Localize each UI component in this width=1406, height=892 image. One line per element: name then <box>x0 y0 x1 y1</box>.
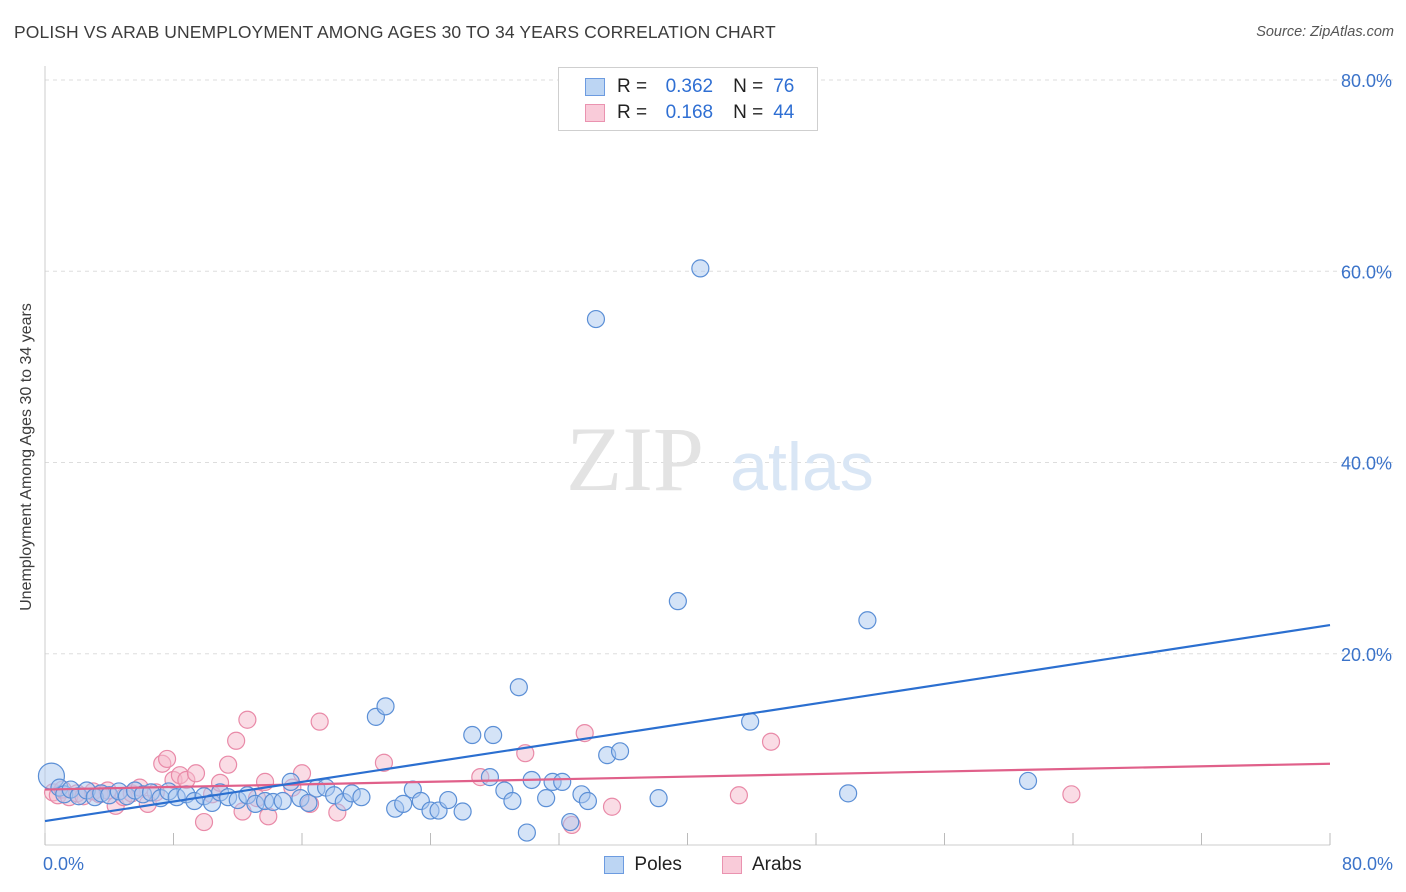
poles-point <box>274 793 291 810</box>
poles-point <box>464 727 481 744</box>
poles-point <box>518 824 535 841</box>
poles-point <box>554 773 571 790</box>
watermark-zip: ZIP <box>566 408 704 510</box>
poles-point <box>377 698 394 715</box>
poles-point <box>742 713 759 730</box>
arabs-point <box>220 756 237 773</box>
poles-r-label: R = <box>617 76 647 98</box>
poles-point <box>840 785 857 802</box>
arabs-n-label: N = <box>733 102 763 124</box>
arabs-point <box>187 765 204 782</box>
poles-point <box>353 789 370 806</box>
arabs-swatch <box>585 104 605 122</box>
arabs-point <box>763 733 780 750</box>
poles-point <box>538 790 555 807</box>
watermark-atlas: atlas <box>730 429 874 505</box>
arabs-point <box>730 787 747 804</box>
poles-n-label: N = <box>733 76 763 98</box>
poles-point <box>612 743 629 760</box>
trendlines <box>45 625 1330 821</box>
poles-point <box>562 814 579 831</box>
poles-point <box>587 311 604 328</box>
arabs-legend-swatch <box>722 856 742 874</box>
legend-row-arabs: R = 0.168 N = 44 <box>585 102 794 124</box>
poles-point <box>440 792 457 809</box>
arabs-r-value: 0.168 <box>653 102 713 124</box>
series-legend: Poles Arabs <box>0 852 1406 878</box>
arabs-point <box>228 732 245 749</box>
poles-point <box>454 803 471 820</box>
poles-point <box>395 795 412 812</box>
scatter-plot: ZIP atlas 20.0%40.0%60.0%80.0%0.0% 80.0% <box>0 0 1406 892</box>
series-legend-arabs[interactable]: Arabs <box>722 854 802 876</box>
correlation-legend: R = 0.362 N = 76 R = 0.168 N = 44 <box>558 67 818 131</box>
grid-lines <box>45 80 1395 654</box>
arabs-r-label: R = <box>617 102 647 124</box>
poles-trendline <box>45 625 1330 821</box>
poles-legend-swatch <box>604 856 624 874</box>
poles-points <box>38 260 1036 841</box>
series-legend-poles[interactable]: Poles <box>604 854 682 876</box>
tick-labels: 20.0%40.0%60.0%80.0%0.0% 80.0% <box>43 71 1393 874</box>
arabs-n-value: 44 <box>773 102 794 124</box>
poles-point <box>669 593 686 610</box>
arabs-point <box>239 711 256 728</box>
watermark: ZIP atlas <box>566 408 874 510</box>
poles-point <box>579 793 596 810</box>
arabs-legend-label: Arabs <box>752 854 802 876</box>
arabs-point <box>604 798 621 815</box>
poles-point <box>859 612 876 629</box>
poles-point <box>481 769 498 786</box>
legend-row-poles: R = 0.362 N = 76 <box>585 76 794 98</box>
poles-point <box>510 679 527 696</box>
arabs-point <box>196 814 213 831</box>
poles-point <box>504 793 521 810</box>
arabs-trendline <box>45 764 1330 790</box>
poles-swatch <box>585 78 605 96</box>
poles-r-value: 0.362 <box>653 76 713 98</box>
arabs-point <box>1063 786 1080 803</box>
y-tick-label-0: 20.0% <box>1341 645 1392 665</box>
poles-n-value: 76 <box>773 76 794 98</box>
arabs-point <box>159 750 176 767</box>
poles-point <box>692 260 709 277</box>
poles-legend-label: Poles <box>634 854 682 876</box>
arabs-point <box>311 713 328 730</box>
poles-point <box>1020 772 1037 789</box>
y-tick-label-1: 40.0% <box>1341 454 1392 474</box>
poles-point <box>650 790 667 807</box>
y-tick-label-2: 60.0% <box>1341 262 1392 282</box>
y-tick-label-3: 80.0% <box>1341 71 1392 91</box>
poles-point <box>485 727 502 744</box>
